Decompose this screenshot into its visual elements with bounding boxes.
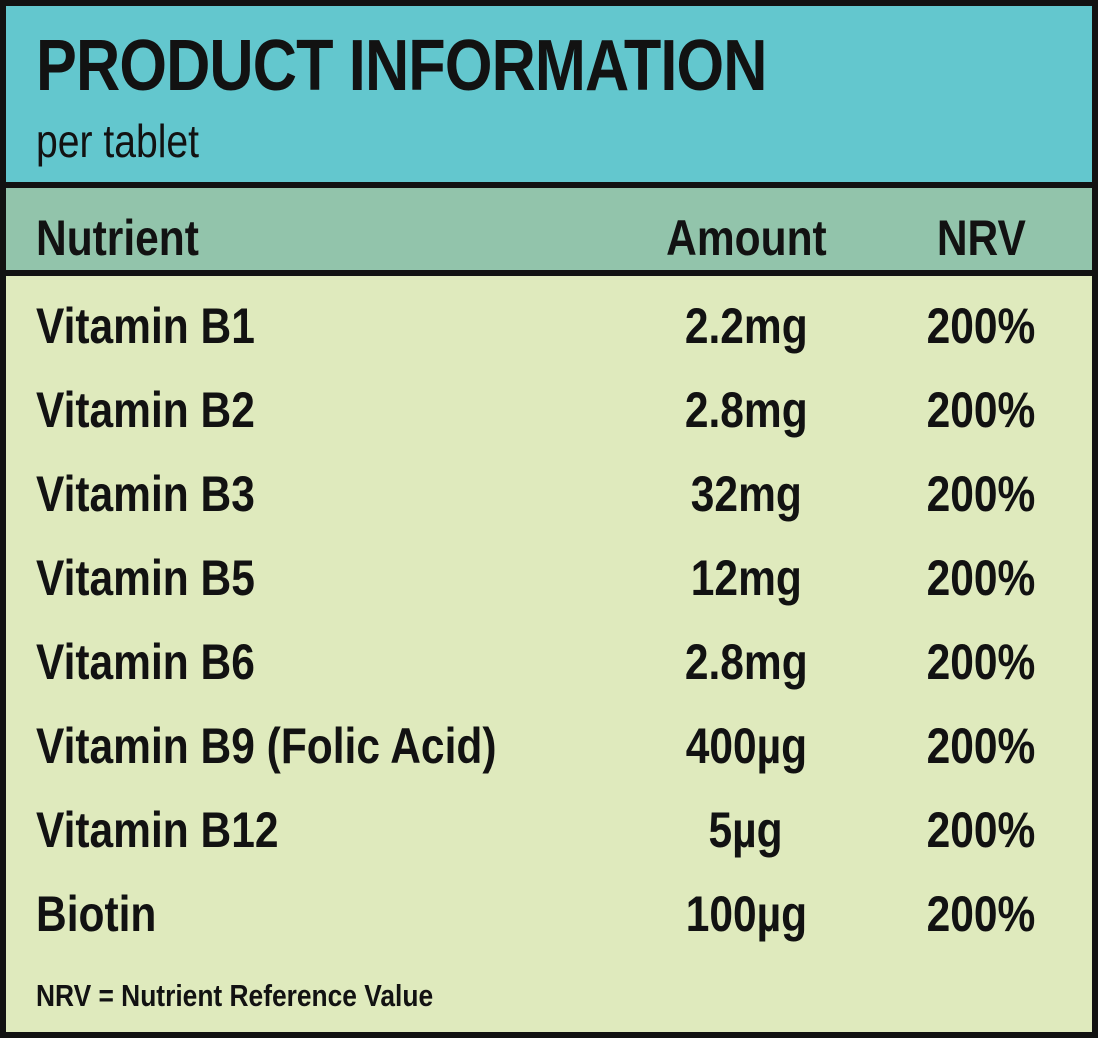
amount-cell: 100µg [685,886,807,942]
nutrient-cell: Vitamin B9 (Folic Acid) [36,718,497,774]
nrv-footnote: NRV = Nutrient Reference Value [36,978,434,1013]
amount-cell: 2.8mg [684,382,808,438]
nutrient-cell: Vitamin B6 [36,634,255,690]
table-header-row: Nutrient Amount NRV [6,188,1092,276]
nutrient-cell: Vitamin B3 [36,466,255,522]
nrv-cell: 200% [926,298,1036,354]
table-row: Biotin 100µg 200% [6,872,1092,956]
table-row: Vitamin B2 2.8mg 200% [6,368,1092,452]
nutrient-cell: Vitamin B12 [36,802,279,858]
nrv-cell: 200% [926,466,1036,522]
amount-cell: 400µg [685,718,807,774]
page-title-text: PRODUCT INFORMATION [36,26,768,106]
table-row: Vitamin B12 5µg 200% [6,788,1092,872]
nrv-cell: 200% [926,382,1036,438]
amount-cell: 12mg [690,550,802,606]
nutrient-cell: Vitamin B1 [36,298,255,354]
column-header-nutrient: Nutrient [36,210,199,266]
subtitle-text: per tablet [36,115,200,167]
table-row: Vitamin B3 32mg 200% [6,452,1092,536]
table-row: Vitamin B9 (Folic Acid) 400µg 200% [6,704,1092,788]
table-row: Vitamin B6 2.8mg 200% [6,620,1092,704]
amount-cell: 2.2mg [684,298,808,354]
nrv-cell: 200% [926,802,1036,858]
nrv-cell: 200% [926,550,1036,606]
title-band: PRODUCT INFORMATION per tablet [6,6,1092,188]
table-row: Vitamin B5 12mg 200% [6,536,1092,620]
amount-cell: 2.8mg [684,634,808,690]
nutrient-cell: Biotin [36,886,157,942]
amount-cell: 5µg [708,802,784,858]
nrv-cell: 200% [926,718,1036,774]
column-header-amount: Amount [665,210,827,266]
column-header-nrv: NRV [936,210,1026,266]
nrv-cell: 200% [926,886,1036,942]
table-body: Vitamin B1 2.2mg 200% Vitamin B2 2.8mg 2… [6,276,1092,1032]
table-body-rows: Vitamin B1 2.2mg 200% Vitamin B2 2.8mg 2… [6,284,1092,956]
nutrient-cell: Vitamin B5 [36,550,255,606]
amount-cell: 32mg [690,466,802,522]
page-title: PRODUCT INFORMATION [36,30,1072,102]
table-row: Vitamin B1 2.2mg 200% [6,284,1092,368]
subtitle: per tablet [36,118,1072,164]
nutrient-cell: Vitamin B2 [36,382,255,438]
nrv-cell: 200% [926,634,1036,690]
